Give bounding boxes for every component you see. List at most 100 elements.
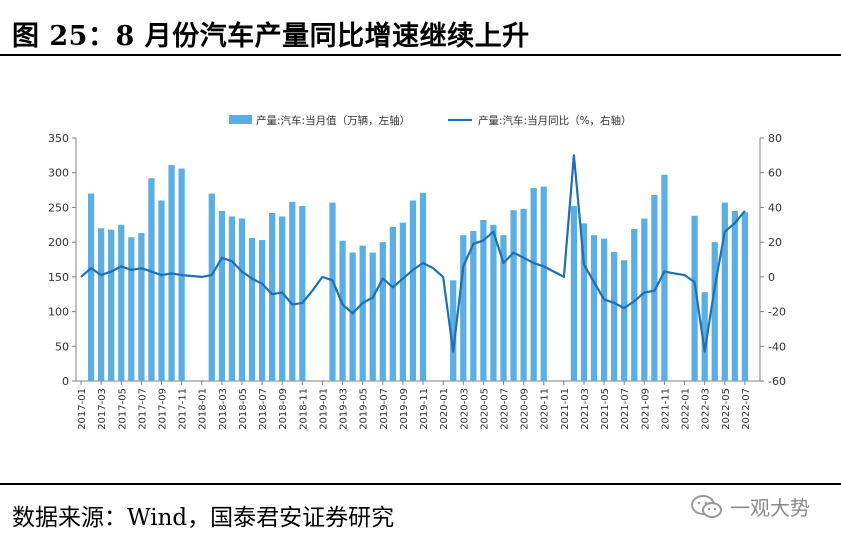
x-axis-tick-label: 2018-01 bbox=[198, 388, 209, 430]
bar-monthly-output bbox=[721, 202, 728, 381]
bar-monthly-output bbox=[218, 210, 225, 381]
bar-monthly-output bbox=[339, 240, 346, 381]
x-axis-tick-label: 2022-05 bbox=[721, 388, 732, 430]
x-axis-tick-label: 2020-11 bbox=[540, 388, 551, 430]
bar-monthly-output bbox=[480, 219, 487, 381]
left-axis-tick-label: 0 bbox=[62, 375, 69, 388]
bar-monthly-output bbox=[118, 224, 125, 381]
bar-monthly-output bbox=[741, 212, 749, 381]
legend-label-bar: 产量:汽车:当月值（万辆，左轴） bbox=[256, 114, 410, 127]
bar-monthly-output bbox=[701, 292, 708, 381]
x-axis-tick-label: 2022-07 bbox=[741, 388, 752, 430]
watermark-label: 一观大势 bbox=[730, 496, 810, 520]
x-axis-tick-label: 2017-05 bbox=[117, 388, 128, 430]
bar-monthly-output bbox=[399, 222, 407, 381]
bar-monthly-output bbox=[490, 224, 497, 381]
bar-monthly-output bbox=[510, 210, 517, 381]
x-axis-tick-label: 2020-01 bbox=[439, 388, 450, 430]
bar-monthly-output bbox=[389, 226, 396, 381]
bar-monthly-output bbox=[450, 280, 457, 381]
bar-monthly-output bbox=[419, 192, 427, 381]
wechat-icon bbox=[691, 494, 722, 518]
x-axis-tick-label: 2018-11 bbox=[298, 388, 309, 430]
left-axis-tick-label: 350 bbox=[48, 132, 69, 145]
x-axis-tick-label: 2018-09 bbox=[278, 388, 289, 430]
right-axis-tick-label: 0 bbox=[768, 271, 775, 284]
bar-monthly-output bbox=[359, 245, 366, 381]
x-axis-tick-label: 2021-07 bbox=[620, 388, 631, 430]
bar-monthly-output bbox=[500, 235, 507, 381]
right-axis-tick-label: -20 bbox=[768, 306, 786, 319]
x-axis-tick-label: 2021-03 bbox=[580, 388, 591, 430]
bar-monthly-output bbox=[651, 194, 658, 381]
watermark: 一观大势 bbox=[690, 492, 810, 521]
left-axis-tick-label: 100 bbox=[48, 306, 69, 319]
x-axis-tick-label: 2019-05 bbox=[359, 388, 370, 430]
bar-monthly-output bbox=[631, 228, 638, 381]
right-axis-tick-label: 40 bbox=[768, 201, 782, 214]
x-axis-tick-label: 2017-03 bbox=[97, 388, 108, 430]
bar-monthly-output bbox=[98, 228, 105, 381]
x-axis-tick-label: 2018-07 bbox=[258, 388, 269, 430]
bar-monthly-output bbox=[540, 186, 547, 381]
bar-monthly-output bbox=[248, 237, 256, 381]
left-axis-tick-label: 50 bbox=[55, 340, 69, 353]
bar-monthly-output bbox=[87, 193, 95, 381]
bar-monthly-output bbox=[128, 237, 135, 381]
line-yoy-growth bbox=[80, 154, 746, 353]
x-axis-tick-label: 2019-11 bbox=[419, 388, 430, 430]
bar-monthly-output bbox=[148, 178, 155, 381]
right-axis-tick-label: -60 bbox=[768, 375, 786, 388]
x-axis-tick-label: 2017-09 bbox=[158, 388, 169, 430]
bar-monthly-output bbox=[138, 233, 145, 381]
x-axis-tick-label: 2021-01 bbox=[560, 388, 571, 430]
x-axis-tick-label: 2019-07 bbox=[379, 388, 390, 430]
bar-monthly-output bbox=[600, 238, 608, 381]
bar-monthly-output bbox=[349, 252, 356, 381]
x-axis-tick-label: 2020-07 bbox=[500, 388, 511, 430]
right-axis-tick-label: -40 bbox=[768, 340, 786, 353]
bar-monthly-output bbox=[711, 242, 718, 381]
right-axis-tick-label: 80 bbox=[768, 132, 782, 145]
bar-monthly-output bbox=[228, 216, 236, 381]
footer-rule bbox=[0, 483, 841, 485]
bar-monthly-output bbox=[661, 174, 668, 381]
bar-monthly-output bbox=[369, 252, 376, 381]
bar-monthly-output bbox=[731, 210, 738, 381]
x-axis-tick-label: 2019-01 bbox=[318, 388, 329, 430]
bar-monthly-output bbox=[329, 202, 336, 381]
bar-monthly-output bbox=[238, 218, 246, 381]
title-rule bbox=[0, 54, 841, 56]
bar-monthly-output bbox=[691, 215, 698, 381]
right-axis-tick-label: 20 bbox=[768, 236, 782, 249]
bar-monthly-output bbox=[611, 251, 618, 381]
bar-monthly-output bbox=[279, 216, 286, 381]
legend-swatch-bar bbox=[229, 115, 252, 124]
x-axis-tick-label: 2017-01 bbox=[77, 388, 88, 430]
bar-monthly-output bbox=[580, 223, 588, 381]
bar-monthly-output bbox=[590, 235, 598, 381]
figure-title: 图 25：8 月份汽车产量同比增速继续上升 bbox=[12, 21, 530, 52]
x-axis-tick-label: 2021-09 bbox=[640, 388, 651, 430]
bar-monthly-output bbox=[409, 200, 417, 381]
left-axis-tick-label: 200 bbox=[48, 236, 69, 249]
left-axis-tick-label: 150 bbox=[48, 271, 69, 284]
left-axis-tick-label: 300 bbox=[48, 167, 69, 180]
production-chart: 产量:汽车:当月值（万辆，左轴） 产量:汽车:当月同比（%，右轴） 0 50 100… bbox=[48, 114, 786, 430]
bar-monthly-output bbox=[520, 208, 527, 381]
x-axis-tick-label: 2019-09 bbox=[399, 388, 410, 430]
right-axis-tick-label: 60 bbox=[768, 167, 782, 180]
bar-monthly-output bbox=[460, 235, 467, 381]
bar-monthly-output bbox=[299, 206, 306, 381]
bar-monthly-output bbox=[379, 242, 386, 381]
x-axis-tick-label: 2018-05 bbox=[238, 388, 249, 430]
bar-monthly-output bbox=[621, 260, 628, 381]
x-axis-tick-label: 2021-05 bbox=[600, 388, 611, 430]
bar-monthly-output bbox=[258, 240, 266, 381]
legend-label-line: 产量:汽车:当月同比（%，右轴） bbox=[478, 114, 632, 127]
x-axis-tick-label: 2018-03 bbox=[218, 388, 229, 430]
x-axis-tick-label: 2022-03 bbox=[701, 388, 712, 430]
bar-monthly-output bbox=[269, 212, 276, 381]
bar-monthly-output bbox=[289, 201, 296, 381]
bar-monthly-output bbox=[641, 218, 648, 381]
